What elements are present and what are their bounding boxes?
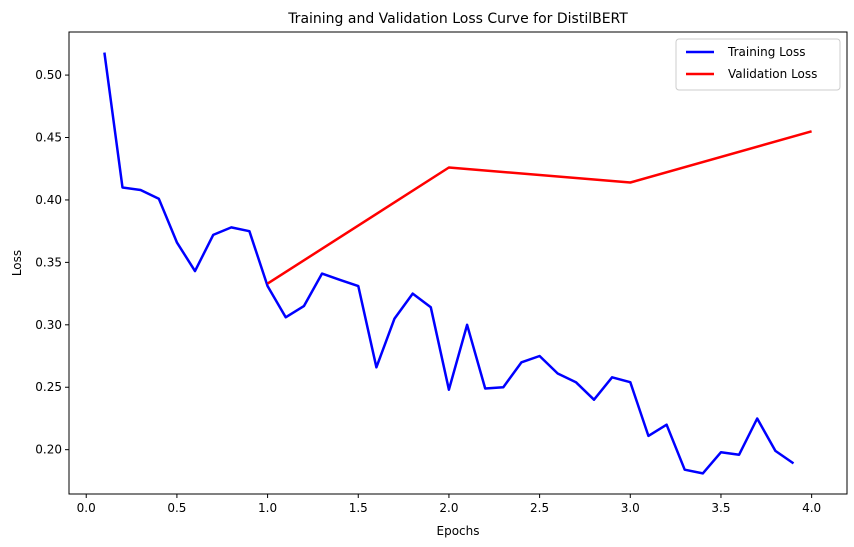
series-line-validation <box>266 130 812 285</box>
x-tick-label: 4.0 <box>802 501 821 515</box>
y-tick-label: 0.20 <box>35 443 62 457</box>
plot-frame <box>68 31 848 495</box>
x-tick-label: 3.0 <box>621 501 640 515</box>
x-tick-label: 2.0 <box>439 501 458 515</box>
x-tick-label: 0.5 <box>167 501 186 515</box>
x-tick-label: 2.5 <box>530 501 549 515</box>
y-tick-label: 0.50 <box>35 68 62 82</box>
y-tick-label: 0.25 <box>35 380 62 394</box>
chart-title: Training and Validation Loss Curve for D… <box>287 11 628 27</box>
legend-label-training: Training Loss <box>727 45 805 59</box>
legend-box <box>675 38 841 91</box>
y-tick-label: 0.35 <box>35 255 62 269</box>
legend-label-validation: Validation Loss <box>728 67 817 81</box>
y-axis-label: Loss <box>10 250 24 276</box>
x-tick-label: 1.5 <box>349 501 368 515</box>
series-line-training <box>103 52 795 475</box>
x-axis-label: Epochs <box>437 524 480 538</box>
x-tick-label: 1.0 <box>258 501 277 515</box>
x-tick-label: 3.5 <box>711 501 730 515</box>
y-tick-label: 0.45 <box>35 131 62 145</box>
y-tick-label: 0.30 <box>35 318 62 332</box>
x-tick-label: 0.0 <box>77 501 96 515</box>
legend: Training Loss Validation Loss <box>675 38 841 91</box>
y-tick-label: 0.40 <box>35 193 62 207</box>
